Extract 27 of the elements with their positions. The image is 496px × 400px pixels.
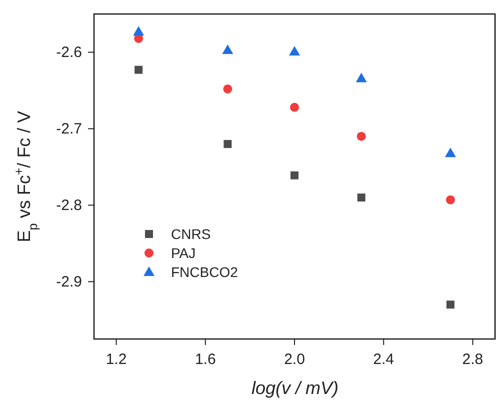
point [356, 72, 367, 82]
x-axis-title: log(v / mV) [251, 378, 339, 398]
x-tick-label: 2.8 [462, 351, 484, 368]
y-tick-label: -2.7 [56, 120, 82, 138]
legend-label: PAJ [171, 245, 196, 261]
x-tick-label: 2.4 [373, 351, 394, 368]
point [357, 194, 366, 202]
y-tick-label: -2.6 [56, 44, 82, 62]
x-tick-label: 1.2 [106, 351, 127, 368]
x-tick-label: 2.0 [284, 351, 305, 368]
y-tick-label: -2.9 [56, 274, 82, 291]
point [223, 84, 232, 94]
point [444, 148, 456, 158]
point [446, 300, 454, 309]
point [356, 132, 366, 141]
y-tick-label: -2.8 [56, 197, 82, 214]
point [289, 46, 300, 56]
x-tick-label: 1.6 [194, 351, 216, 368]
point [222, 44, 234, 54]
point [224, 140, 232, 148]
point [290, 171, 298, 180]
point [446, 195, 455, 204]
point [134, 66, 143, 74]
point [133, 26, 144, 36]
legend-label: FNCBCO2 [171, 264, 238, 280]
point [290, 102, 299, 112]
legend-label: CNRS [171, 226, 211, 242]
